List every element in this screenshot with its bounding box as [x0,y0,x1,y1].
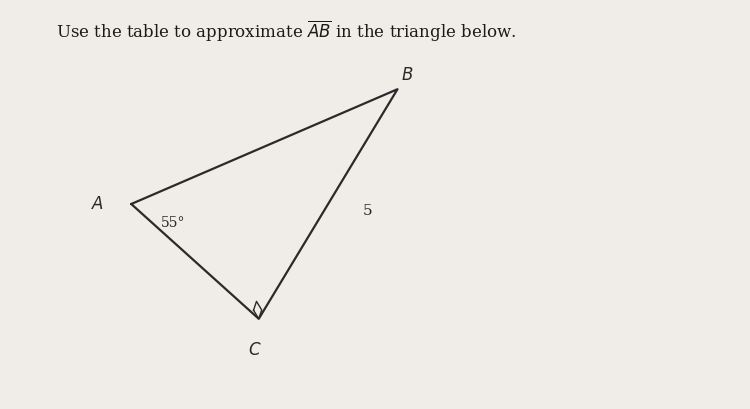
Text: $B$: $B$ [401,67,413,84]
Text: 55°: 55° [161,216,186,230]
Text: 5: 5 [363,204,372,218]
Text: Use the table to approximate $\overline{AB}$ in the triangle below.: Use the table to approximate $\overline{… [56,18,517,43]
Text: $A$: $A$ [91,196,104,213]
Text: $C$: $C$ [248,341,262,358]
